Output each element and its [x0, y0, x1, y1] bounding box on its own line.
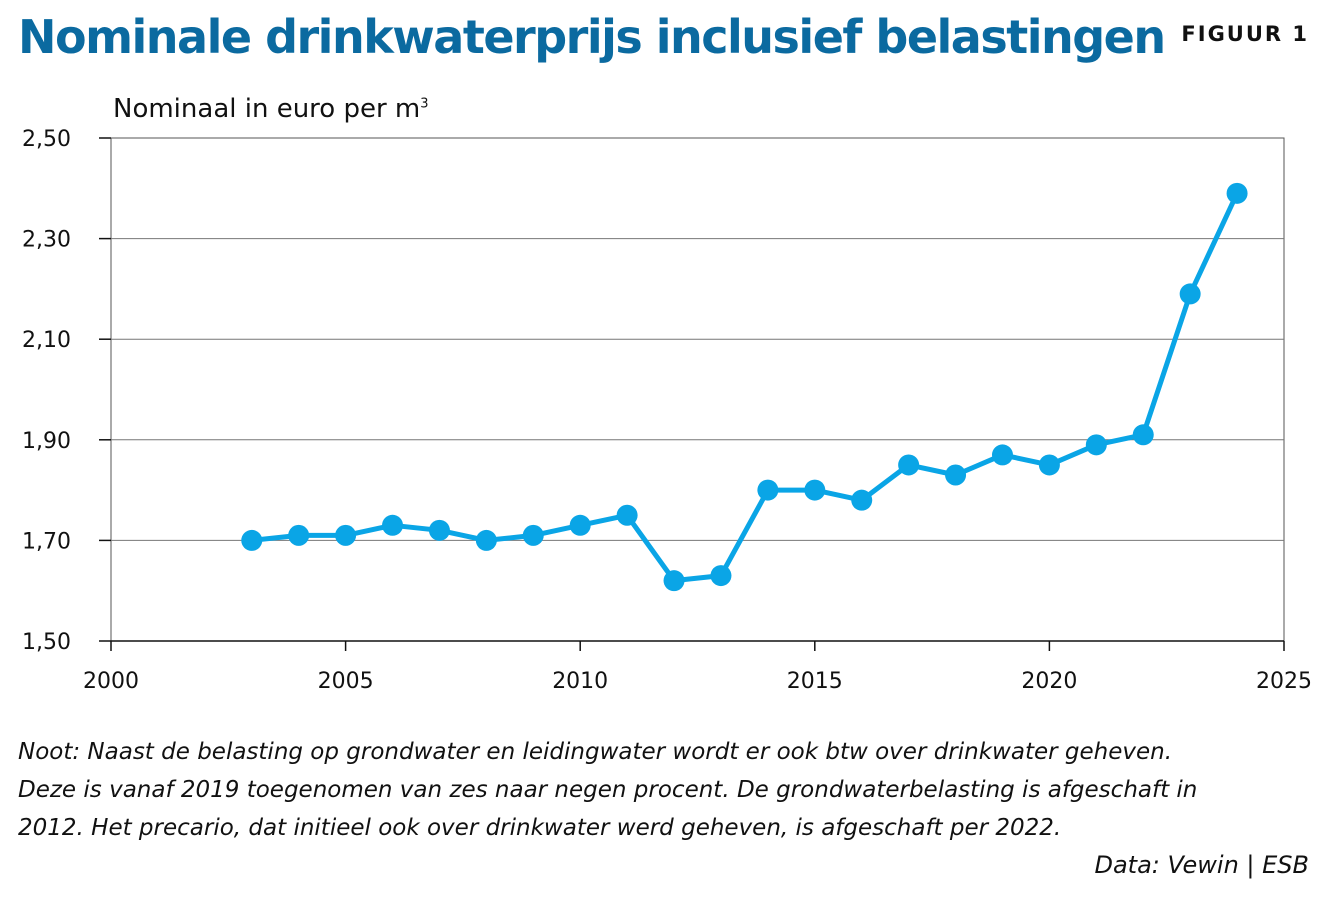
y-tick-label: 2,50	[22, 127, 71, 152]
x-tick-label: 2020	[1021, 669, 1077, 694]
note-line: 2012. Het precario, dat initieel ook ove…	[18, 815, 1062, 841]
chart-title: Nominale drinkwaterprijs inclusief belas…	[18, 10, 1166, 64]
data-point	[241, 529, 263, 551]
data-source: Data: Vewin | ESB	[1094, 851, 1309, 879]
data-point	[1179, 283, 1201, 305]
x-tick-label: 2025	[1256, 669, 1312, 694]
y-tick-label: 2,10	[22, 328, 71, 353]
data-point	[991, 444, 1013, 466]
y-axis-label-superscript: 3	[420, 96, 429, 112]
data-point	[804, 479, 826, 501]
note-line: Noot: Naast de belasting op grondwater e…	[18, 739, 1173, 765]
y-tick-label: 1,90	[22, 429, 71, 454]
data-point	[1085, 434, 1107, 456]
y-tick-label: 1,70	[22, 529, 71, 554]
line-chart: 1,50 1,70 1,90 2,10 2,30 2,50 2000 2005 2010 2015…	[22, 127, 1312, 694]
data-point	[663, 570, 685, 592]
chart-note: Noot: Naast de belasting op grondwater e…	[18, 733, 1238, 847]
data-point	[757, 479, 779, 501]
x-tick-label: 2005	[318, 669, 374, 694]
data-point	[616, 504, 638, 526]
data-point	[1226, 182, 1248, 204]
x-tick-label: 2000	[83, 669, 139, 694]
data-point	[382, 514, 404, 536]
y-tick-label: 2,30	[22, 228, 71, 253]
figure-label: FIGUUR 1	[1181, 22, 1309, 46]
x-tick-label: 2010	[552, 669, 608, 694]
data-point	[335, 524, 357, 546]
y-axis-label: Nominaal in euro per m3	[113, 94, 429, 124]
data-point	[522, 524, 544, 546]
y-axis-label-text: Nominaal in euro per m	[113, 94, 421, 124]
y-tick-label: 1,50	[22, 630, 71, 655]
data-point	[428, 519, 450, 541]
series-line	[251, 192, 1240, 584]
data-point	[569, 514, 591, 536]
x-tick-label: 2015	[787, 669, 843, 694]
data-point	[288, 524, 310, 546]
note-line: Deze is vanaf 2019 toegenomen van zes na…	[18, 777, 1198, 803]
plot-area-frame	[110, 137, 1285, 642]
data-point	[1038, 454, 1060, 476]
data-point	[475, 529, 497, 551]
data-point	[851, 489, 873, 511]
data-point	[945, 464, 967, 486]
data-point	[898, 454, 920, 476]
data-point	[710, 565, 732, 587]
data-point	[1132, 424, 1154, 446]
